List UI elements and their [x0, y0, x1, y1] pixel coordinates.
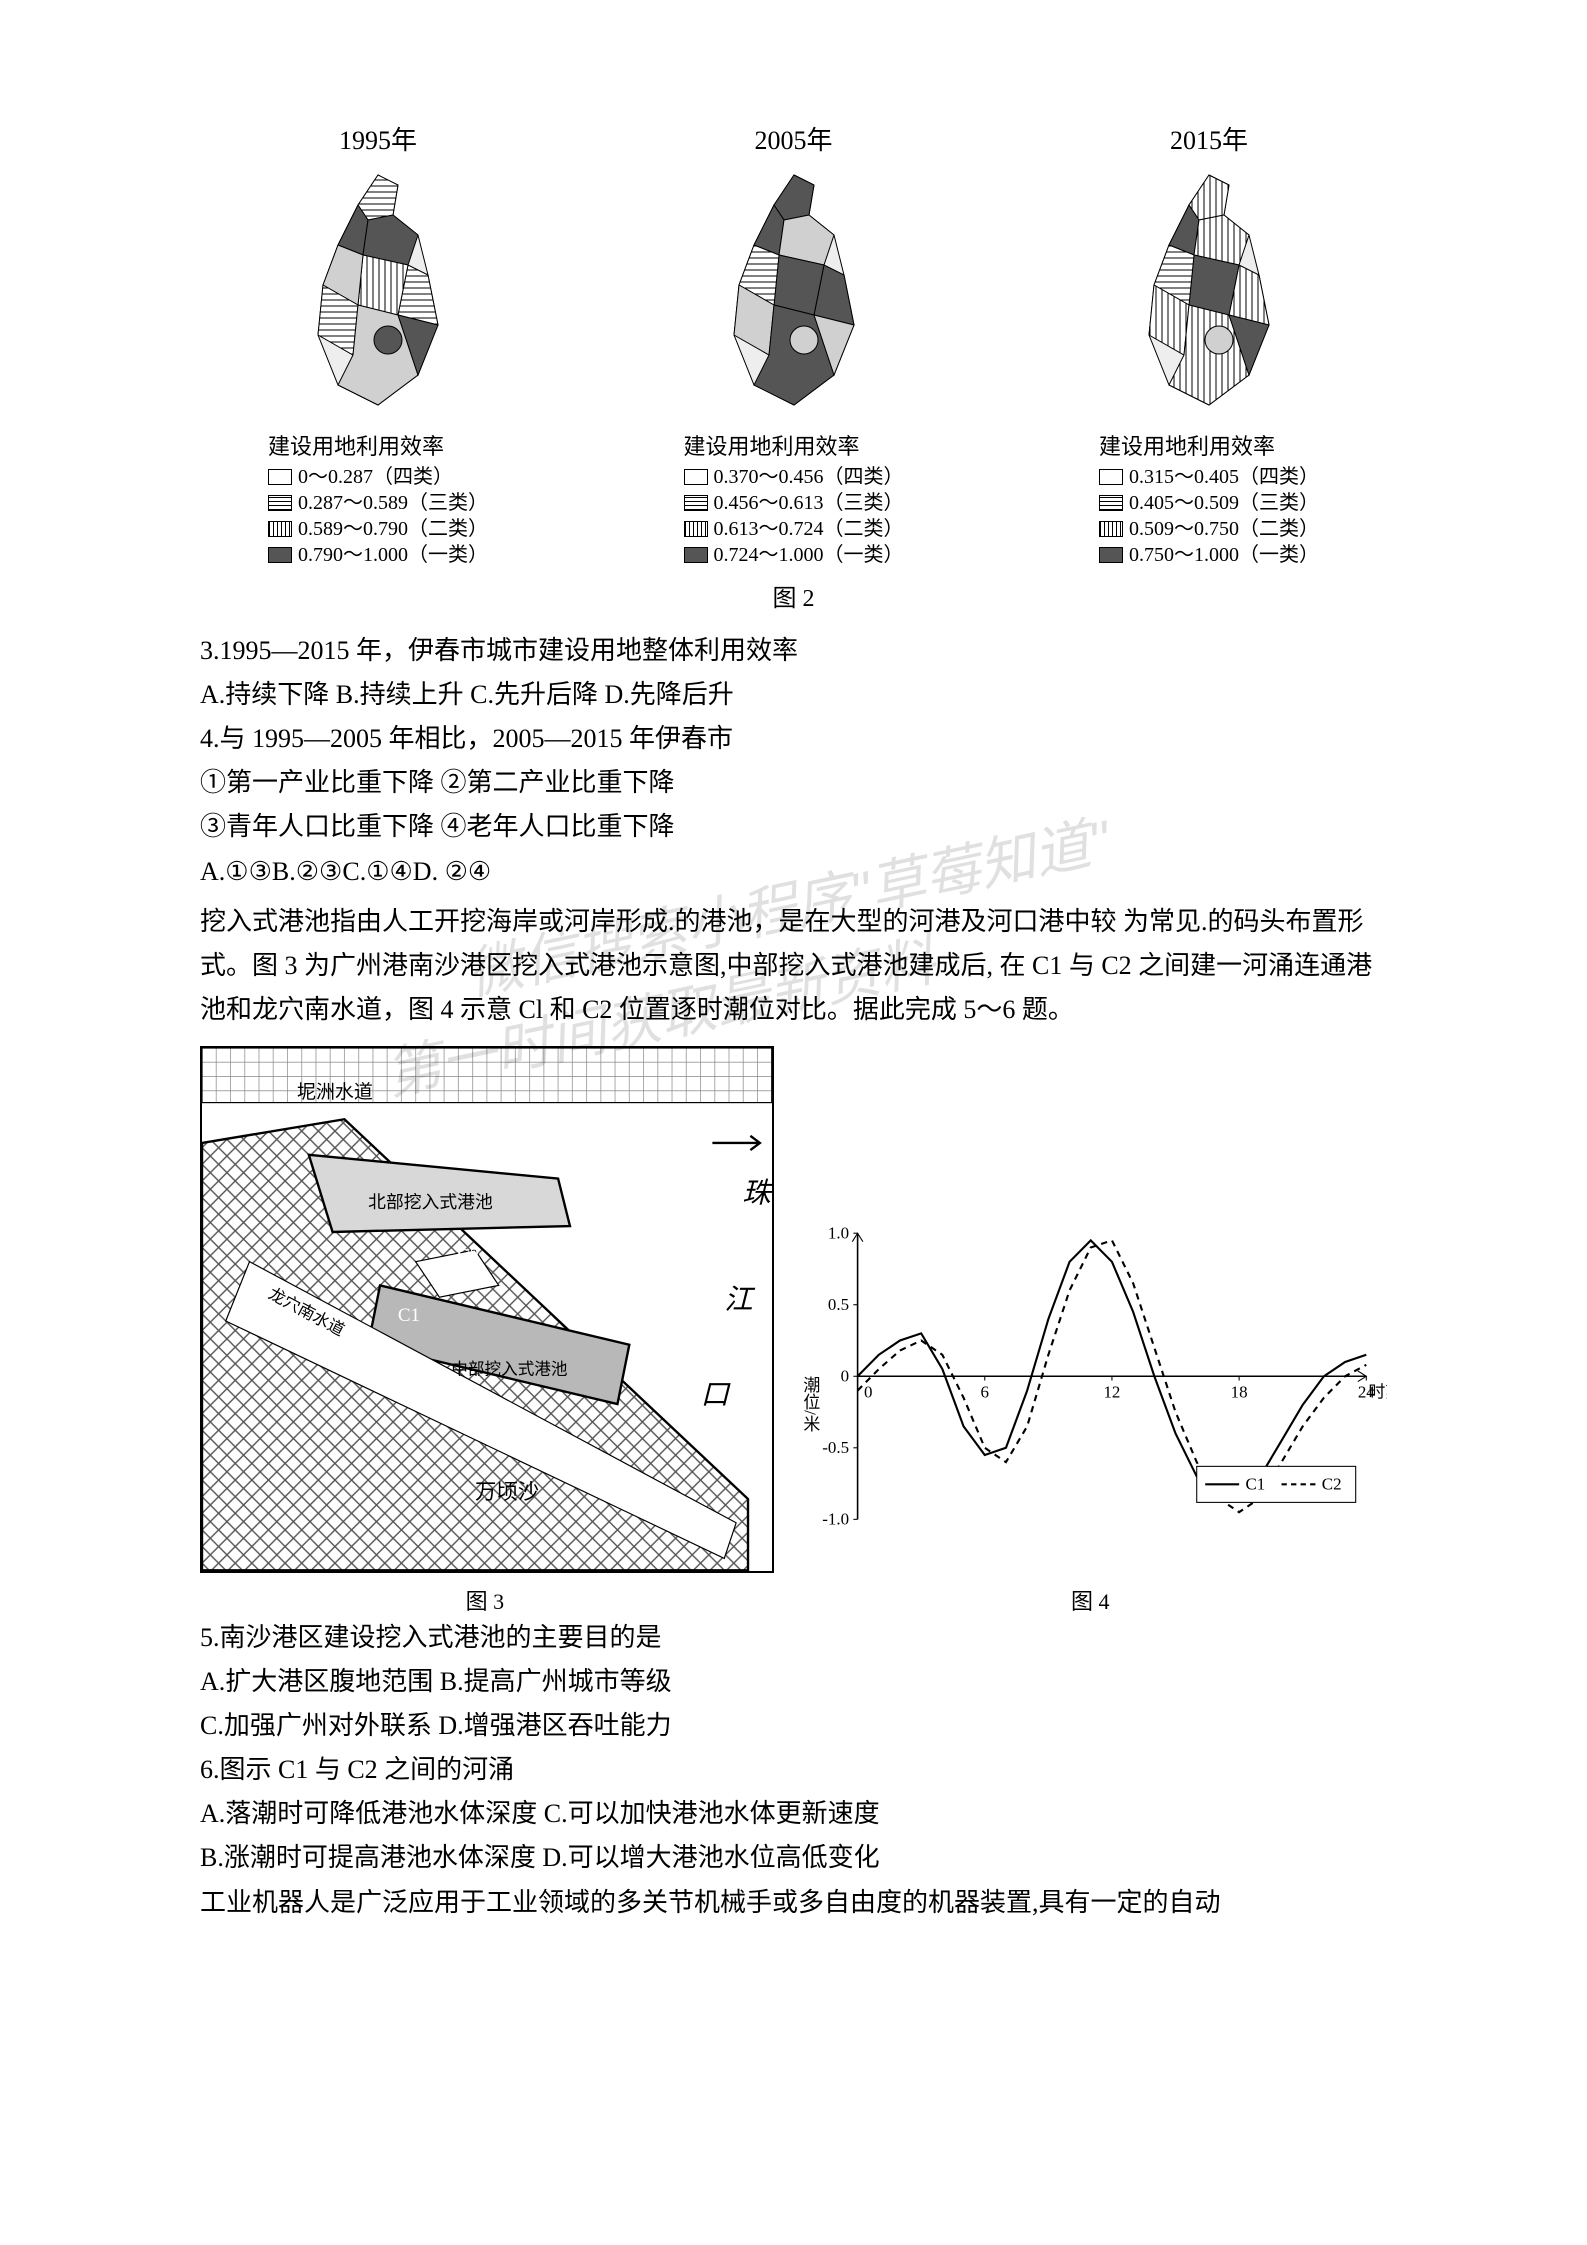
map-1995: 1995年 建设用地利用效率 0～0.287（四 — [200, 120, 556, 568]
svg-text:0.5: 0.5 — [827, 1295, 848, 1314]
q4-l1: ①第一产业比重下降 ②第二产业比重下降 — [200, 761, 1387, 805]
lbl-top-channel: 坭洲水道 — [297, 1081, 373, 1103]
lg-1-1: 0.287～0.589（三类） — [298, 490, 488, 516]
map-year-1: 1995年 — [339, 120, 417, 157]
svg-text:12: 12 — [1103, 1383, 1120, 1402]
q6-stem: 6.图示 C1 与 C2 之间的河涌 — [200, 1748, 1387, 1792]
lg-2-0: 0.370～0.456（四类） — [714, 464, 904, 490]
lg-3-1: 0.405～0.509（三类） — [1129, 490, 1319, 516]
svg-text:时刻/时: 时刻/时 — [1368, 1383, 1387, 1402]
q3-opts: A.持续下降 B.持续上升 C.先升后降 D.先降后升 — [200, 673, 1387, 717]
q5-stem: 5.南沙港区建设挖入式港池的主要目的是 — [200, 1616, 1387, 1660]
svg-text:C1: C1 — [1245, 1475, 1265, 1494]
svg-text:1.0: 1.0 — [827, 1224, 848, 1243]
lbl-mid-basin: 中部挖入式港池 — [451, 1360, 567, 1379]
map-svg-1 — [268, 165, 488, 425]
fig3: 坭洲水道 北部挖入式港池 珠 江 口 C1 C2 中部挖入式港池 龙穴南水道 万… — [200, 1046, 770, 1615]
lg-2-2: 0.613～0.724（二类） — [714, 516, 904, 542]
legend-title-3: 建设用地利用效率 — [1099, 433, 1319, 462]
lg-3-2: 0.509～0.750（二类） — [1129, 516, 1319, 542]
passage-1: 挖入式港池指由人工开挖海岸或河岸形成.的港池，是在大型的河港及河口港中较 为常见… — [200, 900, 1387, 1033]
svg-text:潮位/米: 潮位/米 — [800, 1376, 819, 1432]
map-year-2: 2005年 — [754, 120, 832, 157]
lbl-c2: C2 — [457, 1246, 479, 1267]
legend-title-2: 建设用地利用效率 — [684, 433, 904, 462]
q4-opts: A.①③B.②③C.①④D. ②④ — [200, 850, 1387, 894]
q5-l1: A.扩大港区腹地范围 B.提高广州城市等级 — [200, 1660, 1387, 1704]
lbl-island: 万顷沙 — [475, 1480, 539, 1504]
legend-3: 建设用地利用效率 0.315～0.405（四类） 0.405～0.509（三类）… — [1099, 433, 1319, 568]
svg-text:-0.5: -0.5 — [822, 1438, 849, 1457]
map-svg-3 — [1099, 165, 1319, 425]
lg-3-0: 0.315～0.405（四类） — [1129, 464, 1319, 490]
lg-1-2: 0.589～0.790（二类） — [298, 516, 488, 542]
fig4-caption: 图 4 — [794, 1584, 1388, 1616]
lbl-river3: 口 — [701, 1380, 732, 1411]
fig2-caption: 图 2 — [200, 578, 1387, 613]
lbl-river2: 江 — [724, 1285, 756, 1316]
lg-3-3: 0.750～1.000（一类） — [1129, 542, 1319, 568]
legend-1: 建设用地利用效率 0～0.287（四类） 0.287～0.589（三类） 0.5… — [268, 433, 488, 568]
lbl-river1: 珠 — [742, 1179, 773, 1210]
lbl-north-basin: 北部挖入式港池 — [368, 1193, 493, 1213]
figs-row: 坭洲水道 北部挖入式港池 珠 江 口 C1 C2 中部挖入式港池 龙穴南水道 万… — [200, 1046, 1387, 1615]
maps-row: 1995年 建设用地利用效率 0～0.287（四 — [200, 120, 1387, 568]
q4-l2: ③青年人口比重下降 ④老年人口比重下降 — [200, 805, 1387, 849]
map-svg-2 — [684, 165, 904, 425]
q5-l2: C.加强广州对外联系 D.增强港区吞吐能力 — [200, 1704, 1387, 1748]
svg-text:-1.0: -1.0 — [822, 1510, 849, 1529]
tail-text: 工业机器人是广泛应用于工业领域的多关节机械手或多自由度的机器装置,具有一定的自动 — [200, 1881, 1387, 1925]
svg-text:6: 6 — [980, 1383, 988, 1402]
svg-text:18: 18 — [1230, 1383, 1247, 1402]
fig4: -1.0-0.500.51.061218240潮位/米时刻/时C1C2 图 4 — [794, 1212, 1388, 1615]
q4-stem: 4.与 1995―2005 年相比，2005―2015 年伊春市 — [200, 717, 1387, 761]
lbl-c1: C1 — [398, 1305, 420, 1326]
map-year-3: 2015年 — [1170, 120, 1248, 157]
lg-1-3: 0.790～1.000（一类） — [298, 542, 488, 568]
fig4-svg: -1.0-0.500.51.061218240潮位/米时刻/时C1C2 — [794, 1212, 1388, 1572]
fig3-caption: 图 3 — [200, 1584, 770, 1616]
svg-text:C2: C2 — [1321, 1475, 1341, 1494]
q3-stem: 3.1995―2015 年，伊春市城市建设用地整体利用效率 — [200, 629, 1387, 673]
q6-l2: B.涨潮时可提高港池水体深度 D.可以增大港池水位高低变化 — [200, 1836, 1387, 1880]
lg-2-3: 0.724～1.000（一类） — [714, 542, 904, 568]
map-2005: 2005年 建设用地利用效率 0.370～0.4 — [615, 120, 971, 568]
lg-2-1: 0.456～0.613（三类） — [714, 490, 904, 516]
legend-title-1: 建设用地利用效率 — [268, 433, 488, 462]
lg-1-0: 0～0.287（四类） — [298, 464, 453, 490]
fig3-svg: 坭洲水道 北部挖入式港池 珠 江 口 C1 C2 中部挖入式港池 龙穴南水道 万… — [200, 1046, 774, 1572]
svg-text:0: 0 — [863, 1383, 871, 1402]
q6-l1: A.落潮时可降低港池水体深度 C.可以加快港池水体更新速度 — [200, 1792, 1387, 1836]
passage-text: 挖入式港池指由人工开挖海岸或河岸形成.的港池，是在大型的河港及河口港中较 为常见… — [200, 907, 1372, 1024]
legend-2: 建设用地利用效率 0.370～0.456（四类） 0.456～0.613（三类）… — [684, 433, 904, 568]
svg-text:0: 0 — [840, 1367, 848, 1386]
map-2015: 2015年 建设用地利用效率 0.315～0.4 — [1031, 120, 1387, 568]
